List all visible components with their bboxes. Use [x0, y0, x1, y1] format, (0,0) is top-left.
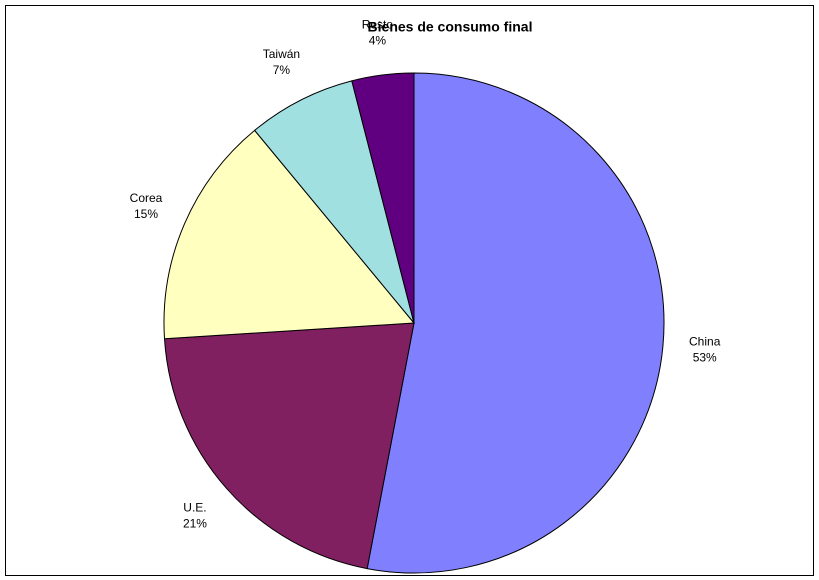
slice-label: Corea: [130, 191, 163, 205]
slice-label: China: [689, 335, 721, 349]
pie-slice: [163, 129, 416, 340]
chart-title: Bienes de consumo final: [368, 19, 533, 35]
pie-slice: [366, 72, 665, 574]
pie-slice: [253, 80, 415, 324]
slice-value-label: 21%: [183, 516, 207, 530]
slice-value-label: 4%: [369, 33, 387, 47]
slice-value-label: 15%: [134, 207, 158, 221]
pie-slice: [351, 72, 415, 324]
pie-slice: [163, 322, 415, 570]
slice-value-label: 7%: [273, 63, 291, 77]
slice-value-label: 53%: [693, 351, 717, 365]
slice-label: U.E.: [183, 500, 206, 514]
slice-label: Resto: [362, 17, 394, 31]
slice-label: Taiwán: [263, 47, 300, 61]
